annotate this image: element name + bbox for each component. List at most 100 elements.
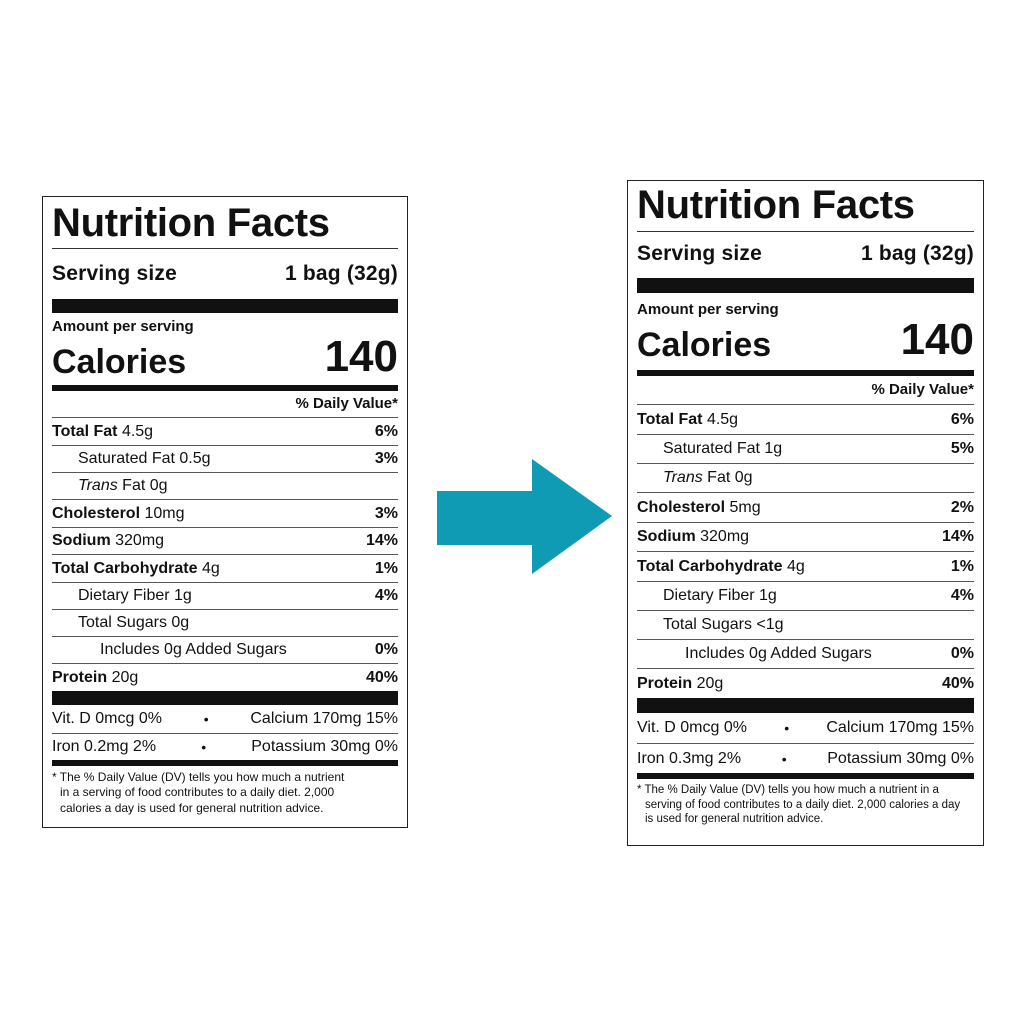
nutrient-dv: 1%: [374, 559, 398, 577]
footnote-line: in a serving of food contributes to a da…: [60, 785, 335, 800]
vitamin-d: Vit. D 0mcg 0%: [52, 710, 162, 727]
potassium: Potassium 30mg 0%: [827, 749, 974, 767]
bullet-separator: •: [784, 720, 790, 736]
saturated-fat-row: Saturated Fat 1g 5%: [637, 434, 974, 463]
protein-row: Protein 20g 40%: [52, 663, 398, 691]
nutrient-dv: 14%: [365, 532, 398, 549]
divider: [52, 248, 398, 249]
nutrient-name: Cholesterol: [637, 498, 726, 516]
trans-fat-row: Trans Fat 0g: [637, 463, 974, 492]
calcium: Calcium 170mg 15%: [826, 719, 974, 736]
footnote: * The % Daily Value (DV) tells you how m…: [52, 766, 398, 816]
nutrition-label-after: Nutrition Facts Serving size 1 bag (32g)…: [627, 180, 984, 846]
medium-bar: [637, 370, 974, 376]
cholesterol-row: Cholesterol 10mg 3%: [52, 499, 398, 527]
vitamin-row-1: Vit. D 0mcg 0% • Calcium 170mg 15%: [52, 705, 398, 733]
serving-size-label: Serving size: [52, 262, 177, 285]
thick-bar: [52, 299, 398, 313]
medium-bar: [52, 760, 398, 766]
nutrient-name: Protein: [637, 674, 693, 692]
calories-value: 140: [324, 332, 398, 381]
nutrient-name: Total Fat: [52, 422, 118, 440]
nutrient-name: Total Fat: [637, 410, 703, 428]
vitamin-d: Vit. D 0mcg 0%: [637, 719, 747, 736]
footnote-line: serving of food contributes to a daily d…: [645, 798, 961, 811]
calories-label: Calories: [52, 343, 187, 381]
calories-value: 140: [900, 315, 974, 364]
nutrient-amount: <1g: [756, 616, 784, 633]
calories-row: Calories 140: [637, 315, 974, 364]
amount-per-serving: Amount per serving: [637, 301, 779, 318]
potassium: Potassium 30mg 0%: [251, 738, 398, 755]
nutrient-amount: 4.5g: [706, 410, 739, 428]
calories-row: Calories 140: [52, 332, 398, 381]
nutrient-amount: 1g: [174, 587, 192, 604]
serving-size-value: 1 bag (32g): [284, 262, 398, 285]
footnote-line: is used for general nutrition advice.: [645, 813, 824, 826]
bullet-separator: •: [781, 750, 787, 767]
right-arrow-icon: [437, 459, 612, 574]
nutrient-dv: 3%: [374, 504, 398, 522]
nutrient-name: Saturated Fat: [78, 450, 175, 467]
footnote-line: calories a day is used for general nutri…: [60, 800, 324, 815]
nutrient-amount: 0g: [734, 469, 753, 486]
serving-size-value: 1 bag (32g): [860, 242, 974, 265]
bullet-separator: •: [201, 739, 207, 755]
nutrient-name: Dietary Fiber: [663, 587, 755, 604]
nutrient-dv: 6%: [374, 422, 398, 440]
nutrient-dv: 4%: [950, 587, 974, 604]
footnote-line: * The % Daily Value (DV) tells you how m…: [52, 770, 345, 784]
calcium: Calcium 170mg 15%: [250, 710, 398, 727]
total-fat-row: Total Fat 4.5g 6%: [637, 404, 974, 434]
nutrient-amount: 0.5g: [179, 450, 211, 467]
nutrient-name-italic: Trans: [663, 469, 703, 486]
total-carb-row: Total Carbohydrate 4g 1%: [52, 554, 398, 582]
total-carb-row: Total Carbohydrate 4g 1%: [637, 551, 974, 581]
sodium-row: Sodium 320mg 14%: [52, 527, 398, 554]
nutrient-name: Total Sugars: [78, 614, 167, 631]
nutrient-amount: 4.5g: [121, 422, 154, 440]
nutrient-amount: 0g: [149, 477, 168, 494]
nutrient-name: Sodium: [637, 528, 696, 545]
serving-size-label: Serving size: [637, 242, 762, 265]
nutrient-name: Saturated Fat: [663, 440, 760, 457]
nutrient-dv: 14%: [941, 528, 974, 545]
nutrient-dv: 4%: [374, 587, 398, 604]
vitamin-row-2: Iron 0.3mg 2% • Potassium 30mg 0%: [637, 743, 974, 773]
added-sugars-text: Includes 0g Added Sugars: [685, 645, 872, 662]
saturated-fat-row: Saturated Fat 0.5g 3%: [52, 445, 398, 472]
iron: Iron 0.2mg 2%: [52, 738, 157, 755]
nutrient-dv: 0%: [374, 641, 398, 658]
total-sugars-row: Total Sugars <1g: [637, 610, 974, 639]
nutrient-amount: 0g: [171, 614, 190, 631]
nutrient-dv: 5%: [950, 440, 974, 457]
added-sugars-text: Includes 0g Added Sugars: [100, 641, 287, 658]
trans-fat-row: Trans Fat 0g: [52, 472, 398, 499]
nutrient-dv: 6%: [950, 410, 974, 428]
nutrient-amount: 5mg: [729, 498, 761, 516]
nutrient-name: Sodium: [52, 532, 111, 549]
fiber-row: Dietary Fiber 1g 4%: [52, 582, 398, 609]
nutrient-amount: 1g: [764, 440, 783, 457]
amount-per-serving: Amount per serving: [52, 318, 194, 335]
nutrient-name: Fat: [122, 477, 146, 494]
nutrient-name: Fat: [707, 469, 731, 486]
fiber-row: Dietary Fiber 1g 4%: [637, 581, 974, 610]
thick-bar: [52, 691, 398, 705]
nutrient-name: Protein: [52, 668, 108, 686]
iron: Iron 0.3mg 2%: [637, 749, 742, 767]
nutrient-name: Dietary Fiber: [78, 587, 170, 604]
footnote-line: * The % Daily Value (DV) tells you how m…: [637, 784, 939, 796]
protein-row: Protein 20g 40%: [637, 668, 974, 698]
serving-row: Serving size 1 bag (32g): [52, 249, 398, 293]
medium-bar: [52, 385, 398, 391]
nutrient-amount: 320mg: [700, 528, 750, 545]
label-title: Nutrition Facts: [52, 201, 330, 245]
vitamin-row-1: Vit. D 0mcg 0% • Calcium 170mg 15%: [637, 713, 974, 743]
nutrient-dv: 0%: [950, 645, 974, 662]
daily-value-header: % Daily Value*: [295, 395, 398, 412]
calories-label: Calories: [637, 326, 772, 364]
nutrient-name: Cholesterol: [52, 504, 141, 522]
added-sugars-row: Includes 0g Added Sugars 0%: [52, 636, 398, 663]
sodium-row: Sodium 320mg 14%: [637, 522, 974, 551]
